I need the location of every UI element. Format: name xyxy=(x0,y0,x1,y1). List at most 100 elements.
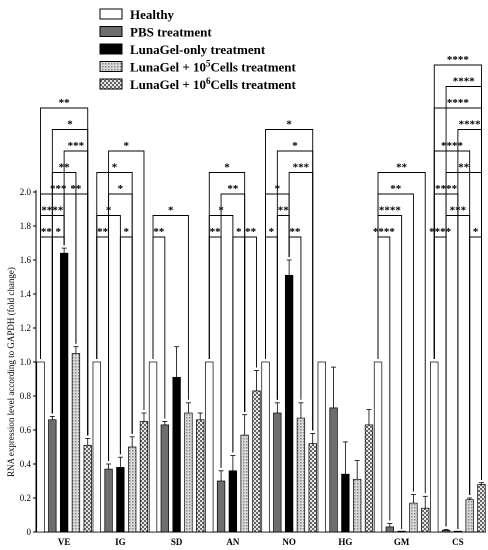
significance-label: **** xyxy=(429,226,452,238)
bar xyxy=(441,529,451,533)
bar xyxy=(397,530,406,533)
significance-label: **** xyxy=(447,54,470,66)
significance-label: * xyxy=(67,119,73,131)
y-tick-label: 0.2 xyxy=(20,493,31,503)
significance-bracket xyxy=(108,150,145,461)
significance-bracket xyxy=(152,215,189,400)
y-tick-label: 0.8 xyxy=(20,391,32,401)
y-tick-label: 1.8 xyxy=(20,221,32,231)
significance-label: **** xyxy=(459,119,482,131)
bar xyxy=(148,361,158,533)
legend-swatch xyxy=(99,61,123,72)
significance-label: * xyxy=(124,226,130,238)
significance-label: * xyxy=(55,226,61,238)
legend-label: PBS treatment xyxy=(130,25,212,40)
significance-label: ** xyxy=(59,97,71,109)
legend-swatch xyxy=(99,8,123,20)
significance-bracket xyxy=(276,150,314,431)
bars xyxy=(36,247,486,533)
bar xyxy=(317,361,326,533)
bar xyxy=(430,361,439,533)
significance-bracket xyxy=(119,236,133,455)
bar xyxy=(116,467,125,533)
significance-label: ** xyxy=(227,183,239,195)
y-tick-label: 1.2 xyxy=(20,323,31,333)
legend-label: LunaGel + 105Cells treatment xyxy=(130,59,297,75)
bar xyxy=(240,434,249,533)
bar xyxy=(184,412,193,533)
x-tick-label: SD xyxy=(171,537,183,547)
significance-label: *** xyxy=(50,183,67,195)
significance-label: *** xyxy=(293,162,310,174)
bar xyxy=(172,376,181,533)
bar xyxy=(92,361,101,533)
significance-bracket xyxy=(96,172,133,434)
significance-label: ** xyxy=(153,226,165,238)
bar xyxy=(453,530,463,533)
y-tick-label: 0.4 xyxy=(20,459,32,469)
bar xyxy=(477,484,486,533)
significance-bracket xyxy=(433,150,471,495)
y-tick-label: 0 xyxy=(27,527,32,537)
x-tick-label: AN xyxy=(226,537,239,547)
significance-label: * xyxy=(269,226,275,238)
significance-label: ** xyxy=(396,162,408,174)
significance-label: **** xyxy=(379,205,402,217)
bar xyxy=(329,407,338,533)
significance-label: * xyxy=(224,162,230,174)
x-tick-label: HG xyxy=(338,537,352,547)
significance-bracket xyxy=(40,193,77,359)
bar xyxy=(353,478,362,533)
bar xyxy=(59,252,69,533)
x-tick-label: NO xyxy=(282,537,296,547)
bar xyxy=(83,444,92,533)
bar xyxy=(205,361,214,533)
bar xyxy=(160,424,169,533)
significance-brackets: ** ******** ************ ********** * *******… xyxy=(40,54,482,529)
significance-label: * xyxy=(286,119,292,131)
significance-bracket xyxy=(232,236,246,453)
x-tick-label: VE xyxy=(58,537,71,547)
significance-bracket xyxy=(433,64,482,480)
significance-label: **** xyxy=(441,140,464,152)
significance-label: ** xyxy=(458,162,470,174)
significance-label: * xyxy=(124,140,130,152)
y-tick-label: 1.0 xyxy=(20,357,32,367)
significance-bracket xyxy=(377,172,426,494)
significance-label: ** xyxy=(278,205,290,217)
legend-swatch xyxy=(99,43,123,55)
bar xyxy=(104,468,113,533)
bar xyxy=(128,446,137,533)
bar xyxy=(139,421,149,533)
y-axis-label: RNA expression level according to GAPDH … xyxy=(6,267,16,477)
y-tick-label: 1.4 xyxy=(20,289,32,299)
significance-label: ** xyxy=(245,226,257,238)
significance-bracket xyxy=(265,129,314,431)
bar xyxy=(409,502,418,533)
bar xyxy=(465,499,474,533)
x-tick-label: IG xyxy=(115,537,126,547)
bar xyxy=(48,419,57,533)
significance-label: * xyxy=(118,183,124,195)
y-tick-label: 1.6 xyxy=(20,255,32,265)
bar xyxy=(196,419,205,533)
x-tick-label: CS xyxy=(452,537,464,547)
bar xyxy=(421,507,430,533)
significance-label: *** xyxy=(68,140,85,152)
x-tick-label: GM xyxy=(394,537,410,547)
significance-label: * xyxy=(112,162,118,174)
significance-bracket xyxy=(40,107,89,436)
significance-label: **** xyxy=(453,76,476,88)
significance-label: ** xyxy=(210,226,222,238)
significance-label: ** xyxy=(290,226,302,238)
significance-label: * xyxy=(473,226,479,238)
bar xyxy=(228,470,238,533)
legend-label: Healthy xyxy=(130,7,175,22)
bar xyxy=(373,361,383,533)
significance-label: * xyxy=(292,140,298,152)
bar xyxy=(284,274,294,533)
bar xyxy=(261,361,270,533)
bar xyxy=(71,353,81,533)
bar xyxy=(364,424,374,533)
